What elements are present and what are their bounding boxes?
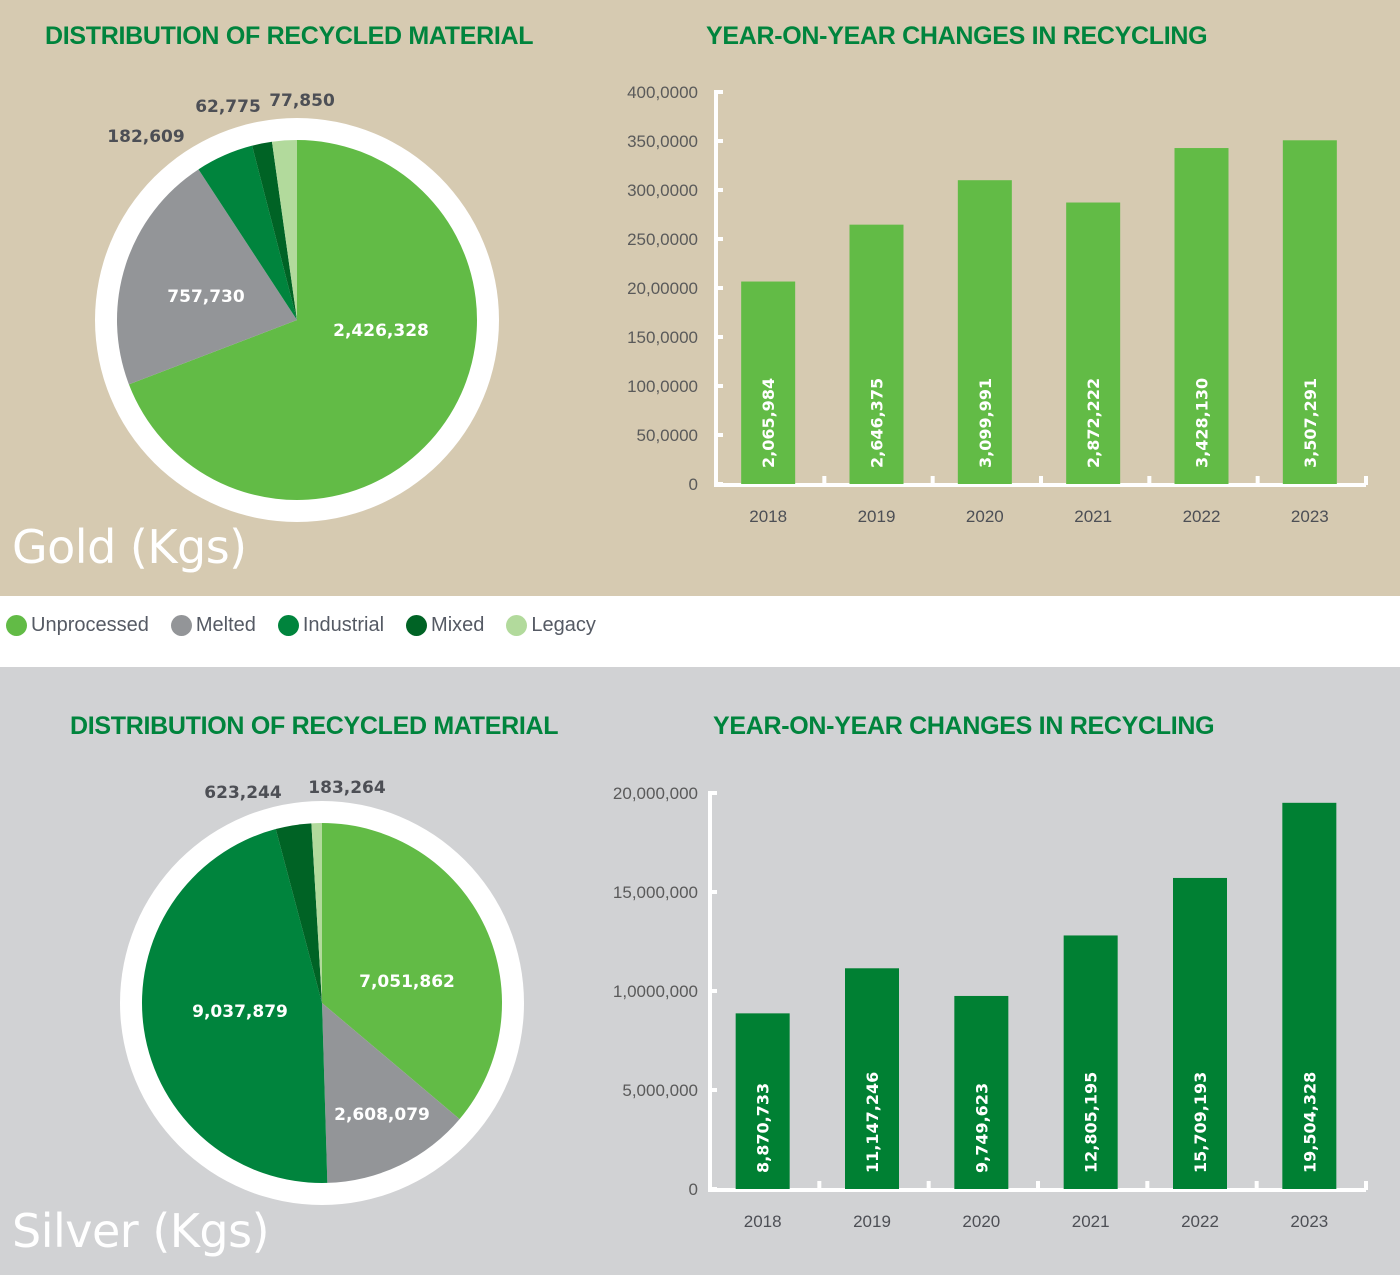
gold-pie-slice-unprocessed — [128, 140, 478, 500]
silver-pie-chart: 7,051,862 2,608,079 9,037,879 623,244 183,26… — [120, 778, 524, 1205]
gold-pie-label-melted: 757,730 — [167, 287, 245, 307]
legend-label: Unprocessed — [31, 614, 149, 636]
gold-bar-value-label: 3,099,991 — [976, 378, 995, 468]
gold-bar-bar-2023 — [1282, 140, 1337, 485]
legend-swatch-unprocessed — [6, 615, 27, 636]
gold-pie-label-legacy: 77,850 — [269, 91, 335, 111]
gold-bar-chart: 0 50,0000 100,0000 150,0000 20,00000 250,0000… — [627, 83, 1368, 526]
silver-pie-label-legacy: 183,264 — [308, 778, 386, 798]
gold-bar-y-tick-label: 350,0000 — [627, 132, 698, 151]
gold-bar-bar-2022 — [1174, 148, 1229, 484]
legend-item-unprocessed: Unprocessed — [6, 614, 149, 637]
silver-bar-y-tick-label: 5,000,000 — [622, 1081, 698, 1100]
silver-pie-slice-melted — [322, 1003, 460, 1183]
silver-bar-x-label: 2018 — [744, 1212, 782, 1231]
gold-bar-value-label: 2,872,222 — [1084, 378, 1103, 468]
silver-pie-label-unprocessed: 7,051,862 — [359, 972, 455, 992]
gold-bar-value-label: 2,065,984 — [759, 378, 778, 468]
gold-bar-x-label: 2023 — [1291, 507, 1329, 526]
silver-pie-label-mixed: 623,244 — [204, 783, 282, 803]
gold-pie-slice-mixed — [252, 141, 297, 320]
silver-bar-y-tick-label: 0 — [689, 1180, 698, 1199]
silver-bar-x-label: 2020 — [962, 1212, 1000, 1231]
silver-bar-x-label: 2023 — [1290, 1212, 1328, 1231]
gold-pie-title: DISTRIBUTION OF RECYCLED MATERIAL — [45, 22, 534, 50]
gold-bar-title: YEAR-ON-YEAR CHANGES IN RECYCLING — [706, 22, 1208, 50]
gold-bar-bar-2020 — [957, 180, 1012, 485]
silver-bar-y-tick-label: 15,000,000 — [613, 883, 698, 902]
silver-bar-y-tick-label: 20,000,000 — [613, 784, 698, 803]
silver-bar-value-label: 11,147,246 — [863, 1072, 882, 1173]
silver-bar-x-label: 2019 — [853, 1212, 891, 1231]
silver-pie-title: DISTRIBUTION OF RECYCLED MATERIAL — [70, 712, 559, 740]
legend-swatch-legacy — [506, 615, 528, 636]
legend-item-legacy: Legacy — [506, 614, 596, 637]
silver-bar-title: YEAR-ON-YEAR CHANGES IN RECYCLING — [713, 712, 1215, 740]
silver-bar-bar-2018 — [735, 1013, 790, 1189]
gold-pie-label-mixed: 62,775 — [195, 97, 261, 117]
silver-pie-label-industrial: 9,037,879 — [192, 1002, 288, 1022]
gold-metal-label: Gold (Kgs) — [12, 520, 247, 574]
silver-bar-value-label: 19,504,328 — [1300, 1072, 1319, 1173]
gold-section: DISTRIBUTION OF RECYCLED MATERIAL YEAR-O… — [0, 0, 1400, 596]
silver-pie-slice-industrial — [141, 829, 328, 1183]
silver-section: DISTRIBUTION OF RECYCLED MATERIAL YEAR-O… — [0, 667, 1400, 1275]
gold-bar-value-label: 3,507,291 — [1301, 378, 1320, 468]
gold-bar-bar-2018 — [741, 281, 796, 484]
legend: Unprocessed Melted Industrial Mixed Legacy — [0, 596, 1400, 667]
legend-swatch-mixed — [406, 615, 428, 636]
gold-pie-chart: 2,426,328 757,730 182,609 62,775 77,850 — [95, 91, 499, 522]
silver-bar-x-label: 2021 — [1072, 1212, 1110, 1231]
gold-bar-y-tick-label: 300,0000 — [627, 181, 698, 200]
silver-bar-y-tick-label: 1,0000,000 — [613, 982, 698, 1001]
silver-bar-value-label: 15,709,193 — [1191, 1072, 1210, 1173]
gold-bar-value-label: 3,428,130 — [1193, 378, 1212, 468]
silver-pie-slice-legacy — [311, 823, 322, 1003]
silver-pie-slice-unprocessed — [322, 823, 502, 1120]
gold-pie-label-industrial: 182,609 — [107, 127, 184, 147]
gold-bar-x-label: 2021 — [1074, 507, 1112, 526]
gold-bar-x-label: 2020 — [966, 507, 1004, 526]
gold-bar-y-tick-label: 250,0000 — [627, 230, 698, 249]
legend-label: Industrial — [302, 614, 385, 636]
gold-bar-y-tick-label: 100,0000 — [627, 377, 698, 396]
gold-pie-slice-legacy — [271, 140, 297, 320]
gold-bar-y-tick-label: 0 — [689, 475, 698, 494]
silver-bar-bar-2019 — [845, 968, 899, 1189]
gold-bar-y-tick-label: 150,0000 — [627, 328, 698, 347]
gold-bar-bar-2019 — [849, 224, 904, 484]
legend-swatch-industrial — [277, 615, 299, 636]
gold-pie-slice-melted — [116, 169, 297, 385]
silver-bar-bar-2023 — [1282, 802, 1337, 1189]
silver-bar-chart: 0 5,000,000 1,0000,000 15,000,000 20,000,000… — [613, 784, 1368, 1231]
gold-bar-value-label: 2,646,375 — [868, 378, 887, 468]
silver-bar-bar-2020 — [954, 995, 1009, 1189]
silver-pie-slice-mixed — [275, 823, 322, 1003]
gold-bar-bar-2021 — [1066, 202, 1121, 484]
gold-pie-label-unprocessed: 2,426,328 — [333, 321, 429, 341]
silver-bar-bar-2021 — [1063, 935, 1118, 1189]
legend-swatch-melted — [170, 615, 192, 636]
gold-pie-slice-industrial — [198, 145, 297, 320]
silver-bar-value-label: 8,870,733 — [754, 1083, 773, 1173]
silver-pie-label-melted: 2,608,079 — [334, 1105, 430, 1125]
legend-item-mixed: Mixed — [406, 614, 484, 637]
silver-bar-bar-2022 — [1173, 877, 1227, 1189]
legend-item-melted: Melted — [170, 614, 256, 637]
gold-bar-y-tick-label: 400,0000 — [627, 83, 698, 102]
gold-bar-x-label: 2019 — [858, 507, 896, 526]
gold-bar-y-tick-label: 50,0000 — [637, 426, 698, 445]
legend-label: Melted — [195, 614, 256, 636]
legend-label: Legacy — [531, 614, 596, 636]
silver-bar-value-label: 9,749,623 — [972, 1083, 991, 1173]
silver-bar-x-label: 2022 — [1181, 1212, 1219, 1231]
legend-item-industrial: Industrial — [277, 614, 385, 637]
silver-metal-label: Silver (Kgs) — [12, 1204, 270, 1258]
gold-bar-x-label: 2018 — [749, 507, 787, 526]
gold-bar-y-tick-label: 20,00000 — [627, 279, 698, 298]
gold-bar-x-label: 2022 — [1183, 507, 1221, 526]
legend-label: Mixed — [431, 614, 485, 636]
silver-bar-value-label: 12,805,195 — [1082, 1072, 1101, 1173]
